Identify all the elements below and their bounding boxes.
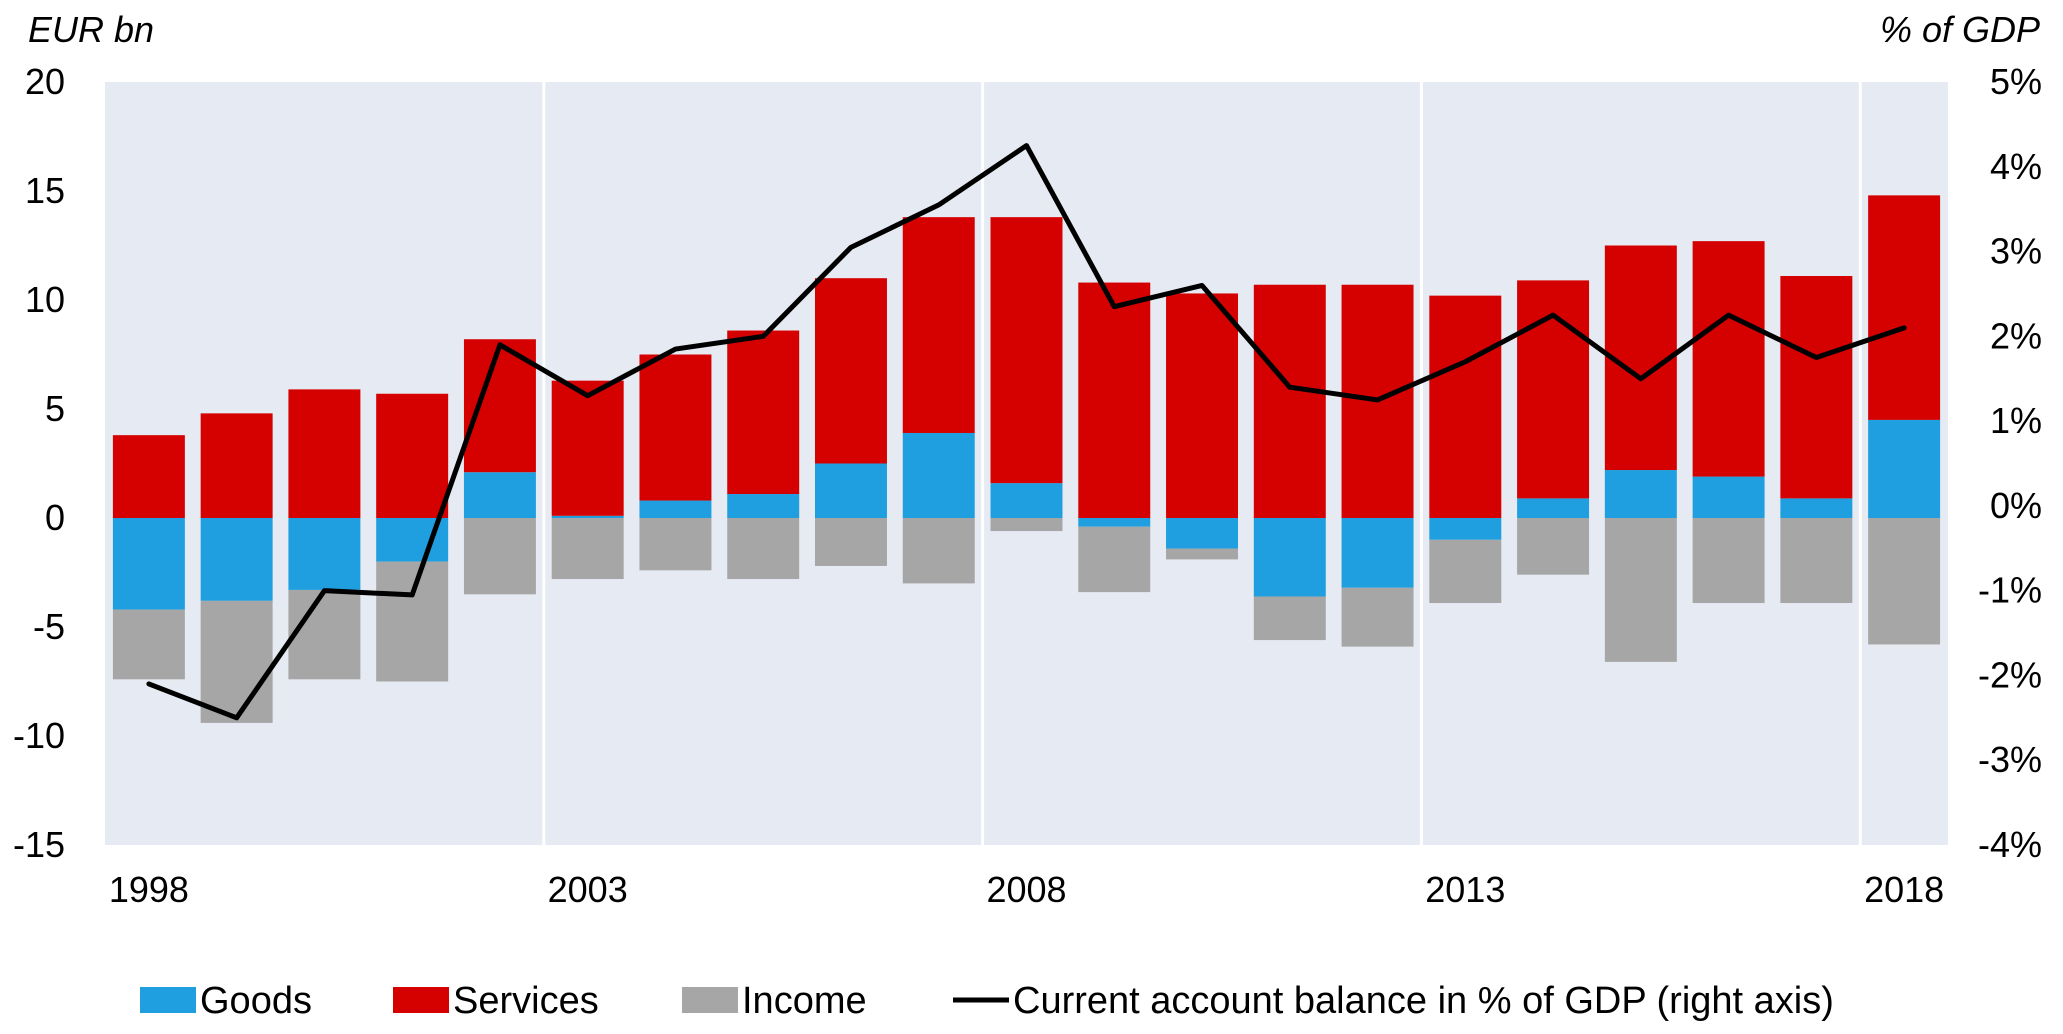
y-right-axis: 5% 4% 3% 2% 1% 0% -1% -2% -3% -4% [1978,61,2042,865]
y-left-tick-label: 10 [25,279,65,320]
bar-income-2015 [1604,518,1677,662]
bar-goods-2015 [1604,470,1677,518]
bar-income-2010 [1166,548,1239,560]
bar-services-2005 [727,330,800,495]
bar-goods-1998 [112,518,185,610]
y-right-tick-label: 5% [1990,61,2042,102]
bar-services-2008 [990,217,1063,484]
bar-goods-2005 [727,494,800,518]
bar-goods-2004 [639,500,712,518]
y-right-tick-label: 4% [1990,146,2042,187]
bar-income-2011 [1253,596,1326,641]
bar-services-2001 [376,393,449,518]
x-axis: 1998 2003 2008 2013 2018 [109,869,1944,910]
bar-goods-2018 [1868,419,1941,518]
bar-services-2013 [1429,295,1502,518]
bar-services-2006 [814,278,887,464]
bar-services-2018 [1868,195,1941,420]
bar-services-1998 [112,435,185,518]
x-tick-label-2018: 2018 [1864,869,1944,910]
bar-services-2010 [1166,293,1239,518]
bar-services-2011 [1253,284,1326,518]
y-left-tick-label: 5 [45,388,65,429]
y-left-tick-label: -5 [33,606,65,647]
bar-income-2005 [727,518,800,580]
legend-label-goods: Goods [200,980,312,1022]
bar-services-2003 [551,380,624,516]
bar-services-1999 [200,413,273,518]
bar-income-2007 [902,518,975,584]
bar-income-2013 [1429,539,1502,604]
y-right-tick-label: -4% [1978,824,2042,865]
bar-goods-2002 [463,472,536,518]
bar-income-1999 [200,600,273,723]
legend-label-services: Services [453,980,599,1022]
bar-income-2006 [814,518,887,566]
y-left-tick-label: -10 [13,715,65,756]
x-tick-label-2003: 2003 [548,869,628,910]
bar-goods-2012 [1341,518,1414,588]
bar-income-2004 [639,518,712,571]
line-series [146,143,1907,721]
bar-income-2018 [1868,518,1941,645]
y-left-tick-label: 15 [25,170,65,211]
bar-goods-1999 [200,518,273,601]
bar-goods-2009 [1078,518,1151,527]
bar-income-2001 [376,561,449,682]
bar-goods-2008 [990,483,1063,518]
bar-services-2015 [1604,245,1677,471]
bar-income-2003 [551,518,624,580]
y-right-tick-label: 0% [1990,485,2042,526]
bar-goods-2006 [814,463,887,518]
bar-services-2016 [1692,241,1765,477]
legend: Goods Services Income Current account balan… [140,980,1834,1022]
y-left-unit: EUR bn [28,9,154,50]
y-right-tick-label: 3% [1990,231,2042,272]
y-right-tick-label: -3% [1978,739,2042,780]
bar-income-2016 [1692,518,1765,604]
bar-goods-2017 [1780,498,1853,518]
bar-services-2017 [1780,276,1853,499]
y-left-tick-label: -15 [13,824,65,865]
x-tick-label-2013: 2013 [1425,869,1505,910]
bar-goods-2013 [1429,518,1502,540]
bar-income-2014 [1517,518,1590,575]
bar-goods-2010 [1166,518,1239,549]
bar-goods-2007 [902,432,975,518]
bar-income-2009 [1078,526,1151,593]
y-right-tick-label: 1% [1990,400,2042,441]
x-tick-label-2008: 2008 [986,869,1066,910]
bar-services-2009 [1078,282,1151,518]
bar-goods-2014 [1517,498,1590,518]
y-right-tick-label: -2% [1978,654,2042,695]
bars [112,195,1941,723]
bar-goods-2016 [1692,476,1765,518]
bar-income-2000 [288,589,361,680]
y-left-tick-label: 20 [25,61,65,102]
y-right-tick-label: -1% [1978,570,2042,611]
legend-swatch-income [682,987,738,1013]
bar-income-2008 [990,518,1063,532]
y-left-tick-label: 0 [45,497,65,538]
bar-goods-2000 [288,518,361,590]
bar-goods-2003 [551,515,624,518]
bar-services-2000 [288,389,361,518]
bar-services-2007 [902,217,975,433]
y-left-axis: 20 15 10 5 0 -5 -10 -15 [13,61,65,865]
y-right-tick-label: 2% [1990,315,2042,356]
bar-income-1998 [112,609,185,680]
bar-services-2004 [639,354,712,501]
legend-label-current-account: Current account balance in % of GDP (rig… [1013,980,1834,1022]
bar-income-2002 [463,518,536,595]
x-tick-label-1998: 1998 [109,869,189,910]
bar-income-2017 [1780,518,1853,604]
grid-lines [542,82,1862,845]
legend-label-income: Income [742,980,867,1022]
bar-goods-2011 [1253,518,1326,597]
bar-income-2012 [1341,587,1414,647]
y-right-unit: % of GDP [1880,9,2040,50]
legend-swatch-goods [140,987,196,1013]
legend-swatch-services [393,987,449,1013]
